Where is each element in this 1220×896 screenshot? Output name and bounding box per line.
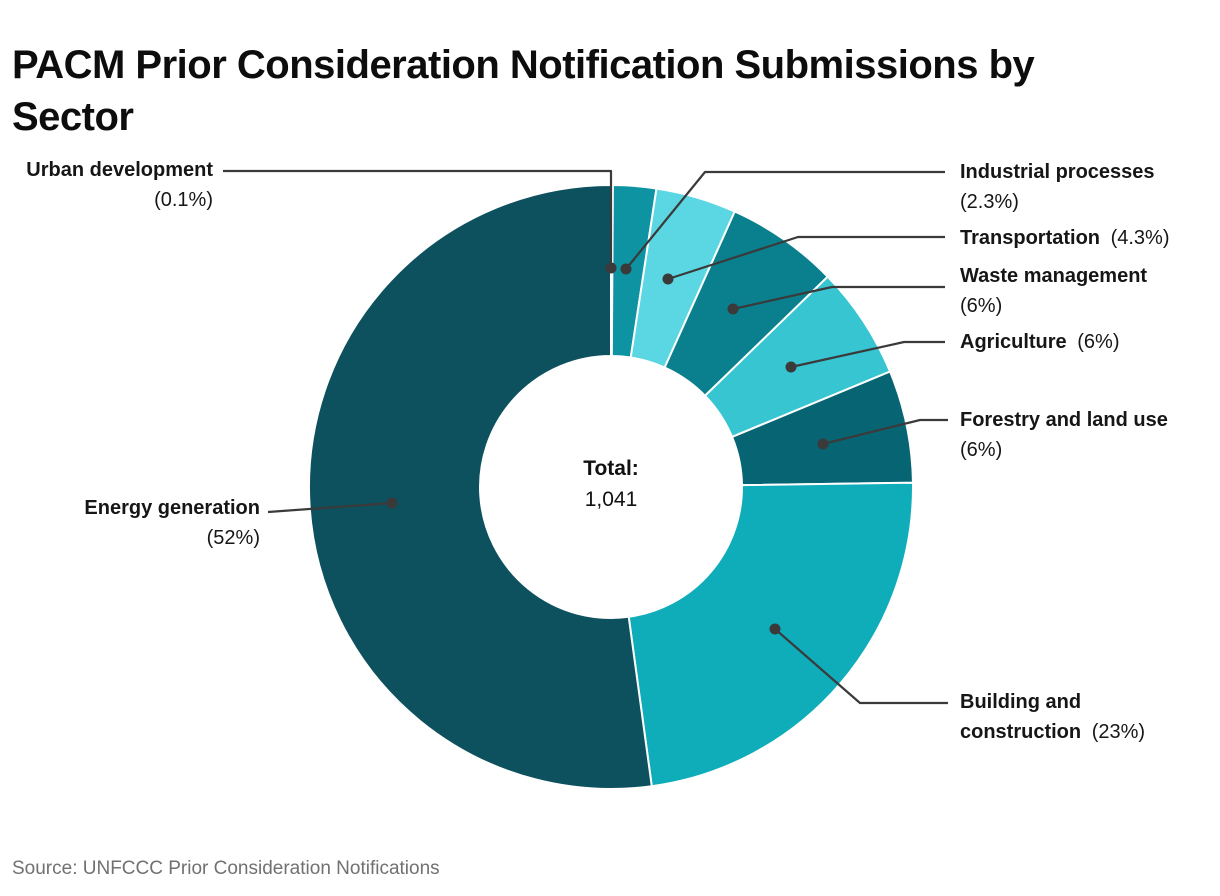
pie-segment-building-and-construction[interactable]: [627, 481, 914, 788]
total-label: Total:: [583, 457, 639, 480]
leader-dot-urban-development: [605, 262, 617, 274]
leader-line-building-and-construction: [774, 628, 948, 705]
leader-line-energy-generation: [267, 501, 393, 514]
leader-dot-forestry-and-land-use: [817, 438, 829, 450]
label-forestry-and-land-use-pct: (6%): [960, 439, 1003, 461]
leader-dot-energy-generation: [386, 497, 398, 509]
leader-dot-agriculture: [785, 361, 797, 373]
label-transportation-name: Transportation: [960, 227, 1101, 249]
label-industrial-processes: Industrial processes (2.3%): [960, 157, 1155, 217]
label-energy-generation: Energy generation (52%): [84, 493, 260, 553]
label-agriculture: Agriculture (6%): [960, 327, 1119, 357]
leader-dot-industrial-processes: [620, 263, 632, 275]
leader-line-forestry-and-land-use: [822, 418, 948, 446]
label-industrial-processes-pct: (2.3%): [960, 191, 1019, 213]
leader-dot-waste-management: [727, 303, 739, 315]
label-energy-generation-pct: (52%): [206, 527, 260, 549]
leader-dot-transportation: [662, 273, 674, 285]
label-building-and-construction: Building and construction (23%): [960, 687, 1180, 747]
label-forestry-and-land-use: Forestry and land use (6%): [960, 405, 1168, 465]
leader-line-agriculture: [790, 340, 945, 369]
pie-segment-energy-generation[interactable]: [307, 183, 653, 790]
leader-lines: [223, 169, 948, 705]
label-waste-management: Waste management (6%): [960, 261, 1147, 321]
label-waste-management-pct: (6%): [960, 295, 1003, 317]
leader-line-waste-management: [732, 285, 945, 311]
leader-line-industrial-processes: [625, 170, 945, 270]
label-industrial-processes-name: Industrial processes: [960, 161, 1155, 183]
label-transportation: Transportation (4.3%): [960, 223, 1169, 253]
label-waste-management-name: Waste management: [960, 265, 1148, 287]
chart-title: PACM Prior Consideration Notification Su…: [12, 42, 1035, 139]
label-urban-development-pct: (0.1%): [154, 189, 213, 211]
label-building-and-construction-name: Building and construction: [960, 691, 1082, 743]
label-urban-development-name: Urban development: [26, 159, 213, 181]
donut-center-total: Total: 1,041: [531, 453, 691, 515]
label-forestry-and-land-use-name: Forestry and land use: [960, 409, 1168, 431]
leader-line-urban-development: [223, 169, 613, 268]
donut-slices: [307, 183, 914, 790]
total-value: 1,041: [584, 488, 638, 511]
label-urban-development: Urban development (0.1%): [26, 155, 213, 215]
label-agriculture-name: Agriculture: [960, 331, 1067, 353]
label-energy-generation-name: Energy generation: [84, 497, 260, 519]
label-agriculture-pct: (6%): [1077, 331, 1120, 353]
leader-line-transportation: [667, 235, 945, 281]
label-building-and-construction-pct: (23%): [1091, 721, 1146, 743]
label-transportation-pct: (4.3%): [1110, 227, 1170, 249]
source-note: Source: UNFCCC Prior Consideration Notif…: [12, 858, 440, 879]
leader-dot-building-and-construction: [769, 623, 781, 635]
